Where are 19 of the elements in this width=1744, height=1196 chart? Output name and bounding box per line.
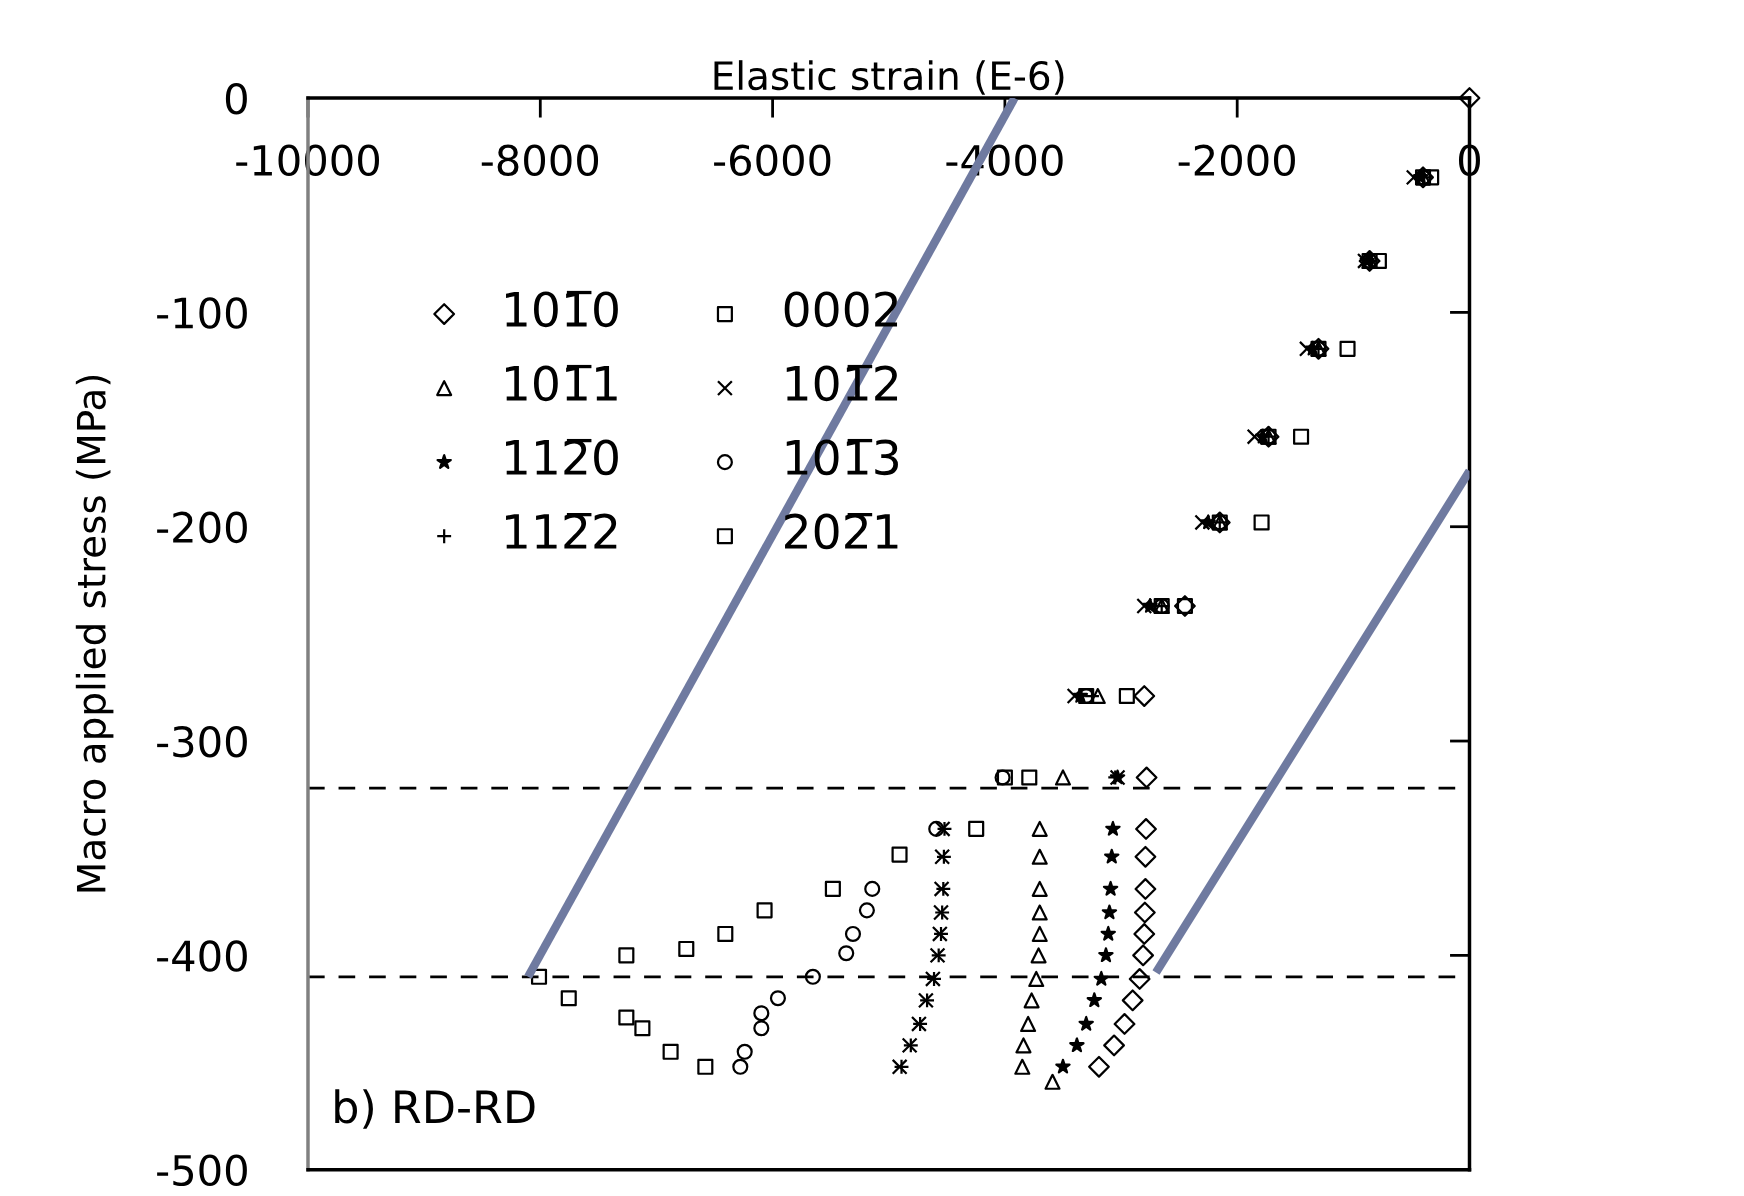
y-tick-label: -100 — [157, 297, 247, 329]
y-axis-title: Macro applied stress (MPa) — [75, 375, 114, 892]
y-tick-label: -200 — [157, 511, 247, 544]
y-tick-label: -300 — [157, 725, 247, 758]
x-tick-label: -2000 — [1178, 144, 1295, 177]
annotation: b) RD-RD — [335, 1089, 535, 1129]
x-tick-label: -8000 — [481, 144, 599, 177]
y-tick-label: -500 — [157, 1154, 247, 1187]
y-tick-label: -400 — [157, 940, 247, 972]
legend-label: 112̅0 — [506, 438, 618, 476]
legend-label: 112̅2 — [506, 512, 617, 549]
y-tick-label: 0 — [225, 82, 247, 115]
legend-label: 202̅1 — [785, 512, 898, 550]
x-axis-title: Elastic strain (E-6) — [714, 60, 1064, 95]
legend-label: 101̅1 — [506, 364, 617, 402]
x-tick-label: -6000 — [714, 144, 831, 177]
legend-label: 0002 — [784, 291, 898, 328]
legend-label: 101̅0 — [506, 290, 618, 328]
x-tick-label: -10000 — [236, 144, 380, 177]
